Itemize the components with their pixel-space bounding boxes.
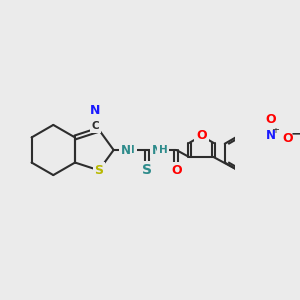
Text: N: N: [152, 143, 162, 157]
Text: O: O: [171, 164, 181, 177]
Text: N: N: [266, 129, 276, 142]
Text: O: O: [196, 129, 207, 142]
Text: S: S: [142, 164, 152, 177]
Text: N: N: [120, 143, 130, 157]
Text: S: S: [94, 164, 103, 177]
Text: O: O: [283, 132, 293, 145]
Text: −: −: [290, 127, 300, 140]
Text: H: H: [159, 145, 167, 155]
Text: N: N: [90, 104, 101, 117]
Text: +: +: [271, 125, 279, 135]
Text: C: C: [92, 121, 100, 131]
Text: O: O: [266, 113, 276, 126]
Text: H: H: [127, 145, 135, 155]
